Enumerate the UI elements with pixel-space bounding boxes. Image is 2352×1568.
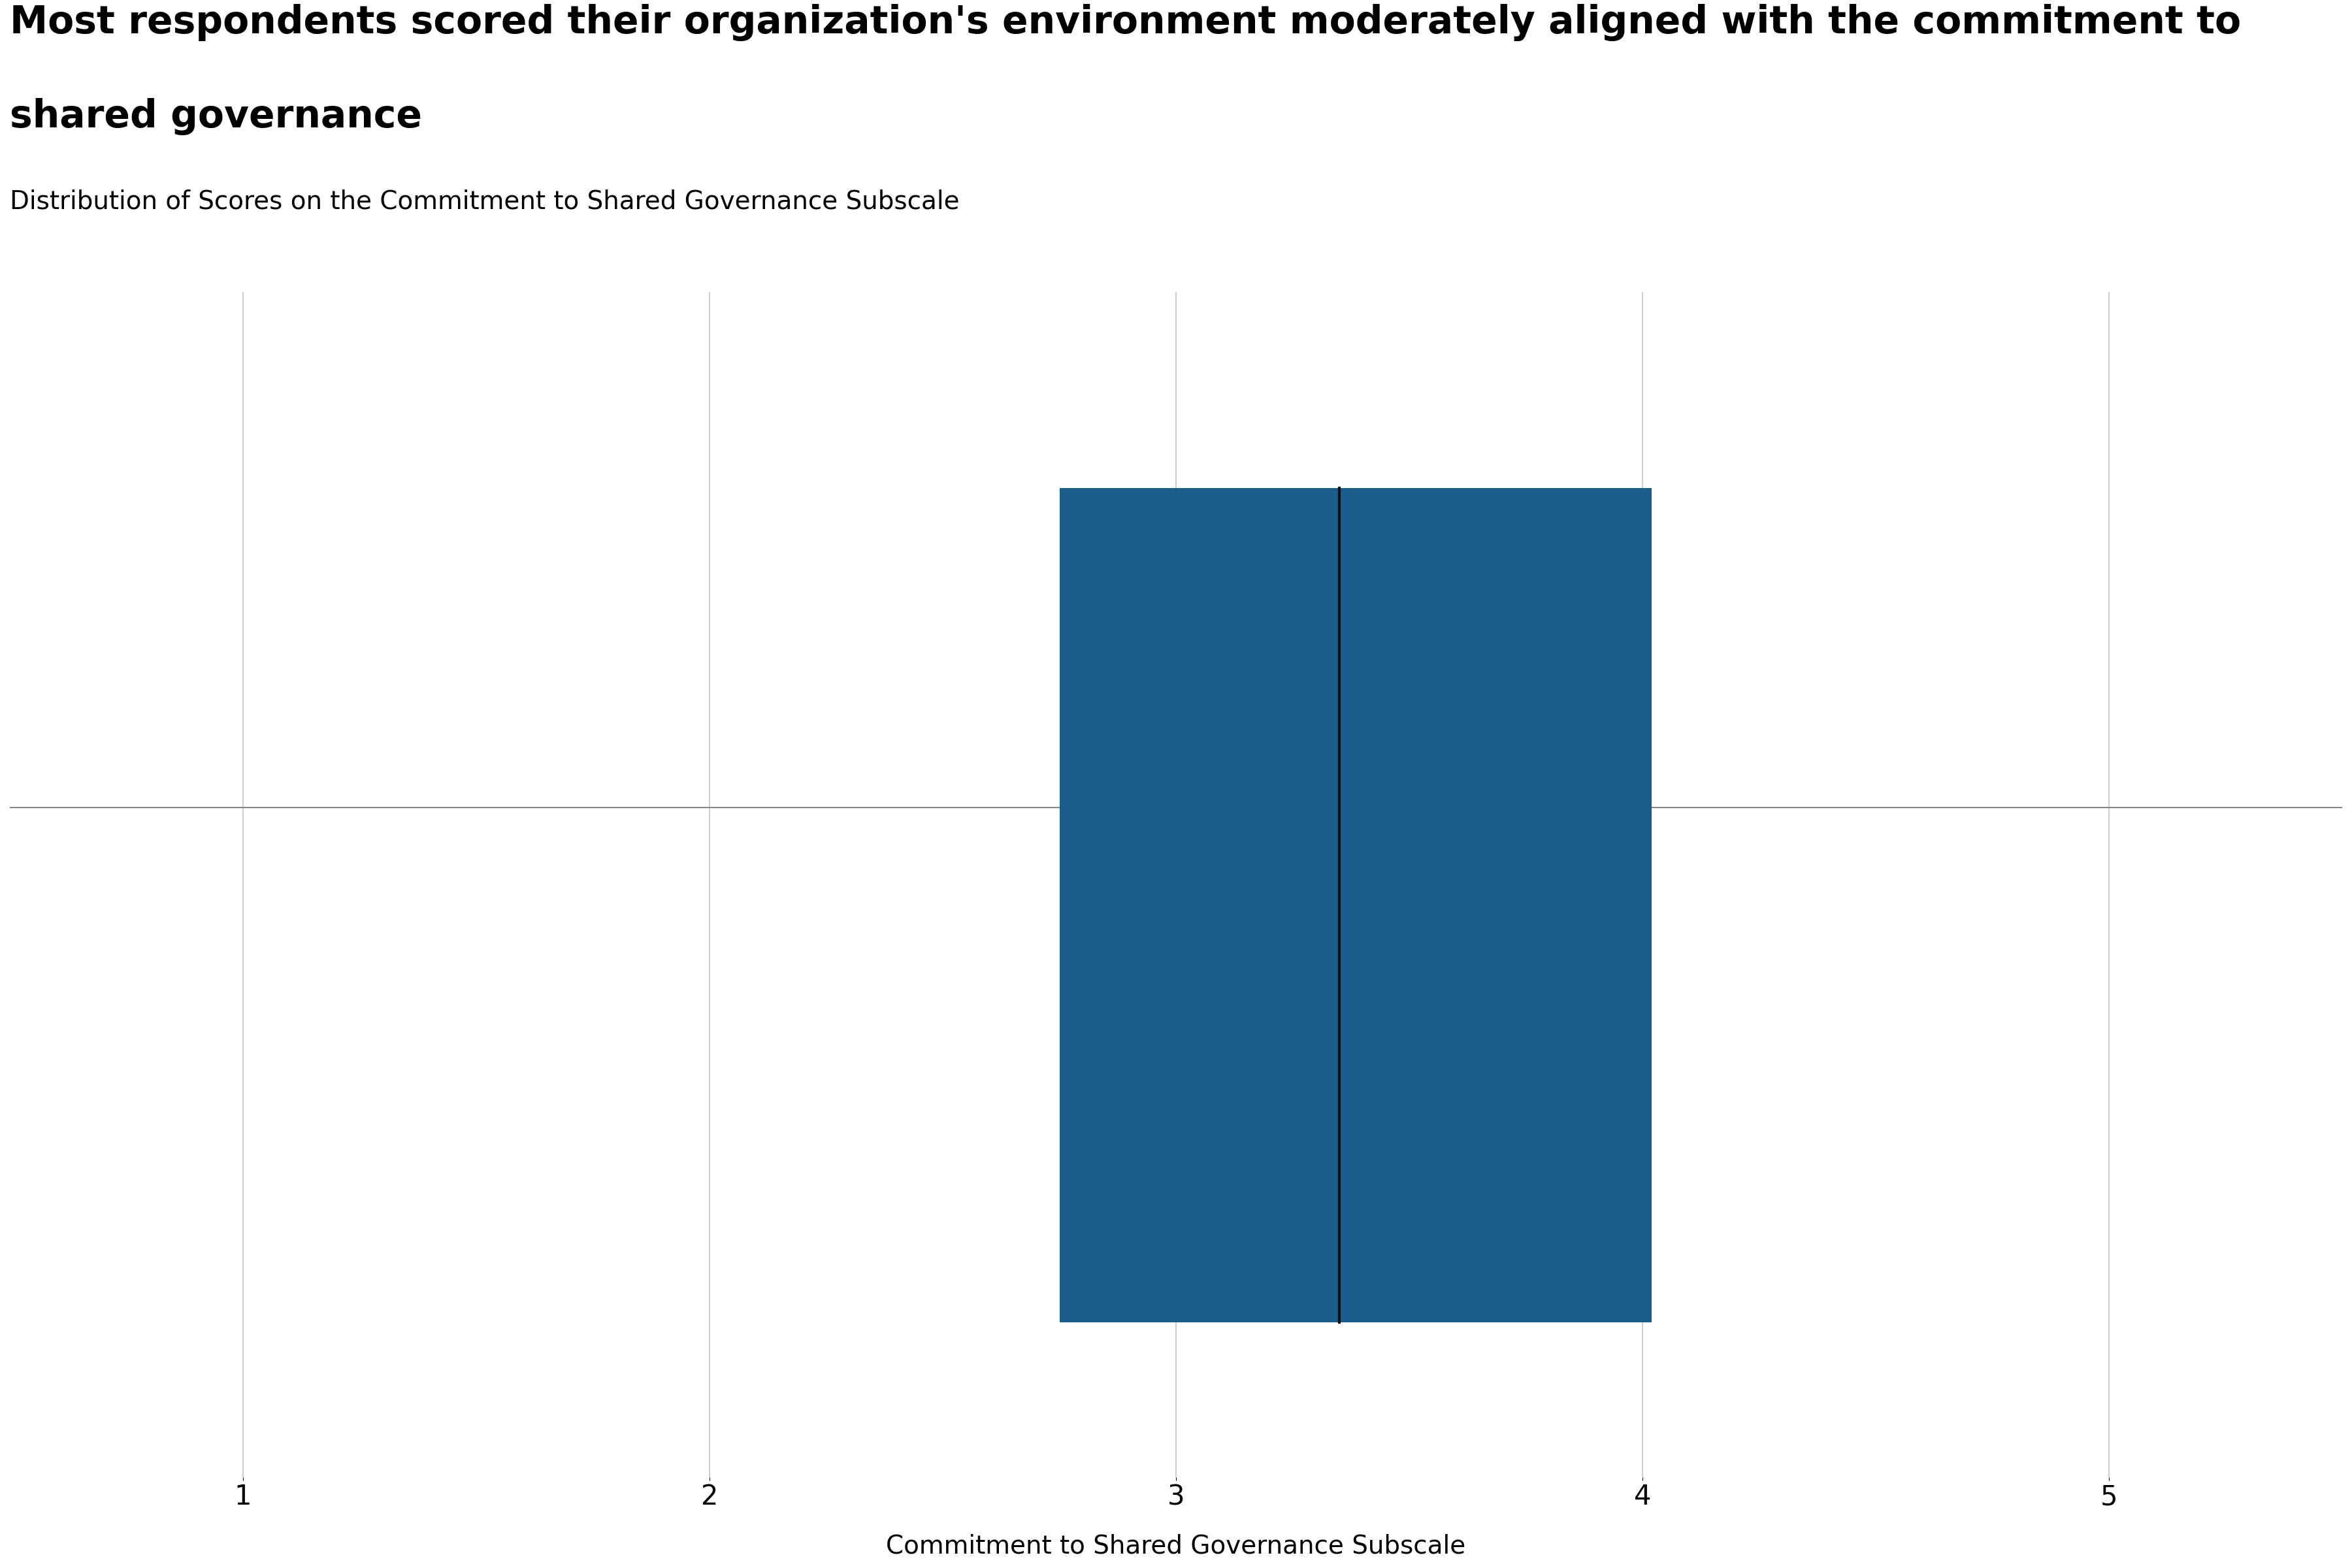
Text: Distribution of Scores on the Commitment to Shared Governance Subscale: Distribution of Scores on the Commitment… [9,188,960,213]
X-axis label: Commitment to Shared Governance Subscale: Commitment to Shared Governance Subscale [887,1534,1465,1559]
Text: shared governance: shared governance [9,97,421,135]
FancyBboxPatch shape [1058,488,1651,1322]
Text: Most respondents scored their organization's environment moderately aligned with: Most respondents scored their organizati… [9,3,2241,41]
